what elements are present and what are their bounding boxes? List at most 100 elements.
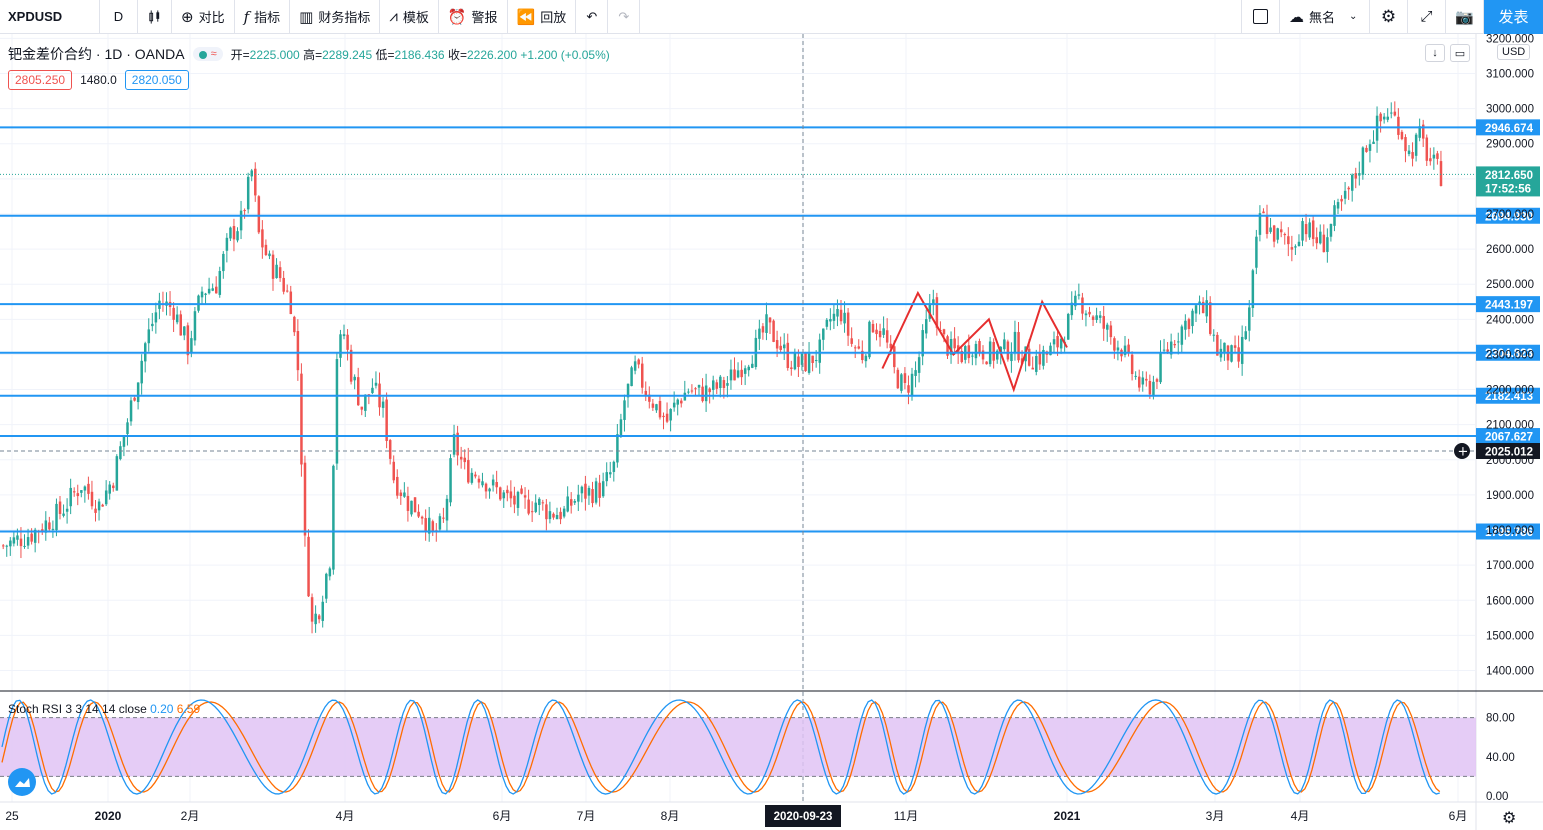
maximize-pane-button[interactable]: ▭ [1450, 44, 1470, 62]
candle-body [1038, 352, 1042, 365]
candle-body [122, 435, 126, 447]
sell-price-button[interactable]: 2805.250 [8, 70, 73, 90]
candle-body [871, 323, 875, 333]
candle-body [846, 312, 850, 336]
candle-body [527, 499, 530, 514]
candle-body [1258, 213, 1262, 235]
settings-button[interactable]: ⚙ [1370, 0, 1408, 34]
candle-body [445, 498, 449, 521]
scroll-down-button[interactable]: ↓ [1425, 44, 1445, 62]
layout-select-button[interactable] [1242, 0, 1280, 34]
chart-type-button[interactable] [138, 0, 172, 34]
candle-body [949, 338, 953, 355]
candle-body [1138, 376, 1141, 388]
fullscreen-button[interactable]: ⤢ [1408, 0, 1446, 34]
axis-settings-gear-icon[interactable]: ⚙ [1502, 810, 1517, 827]
undo-button[interactable]: ↶ [576, 0, 609, 34]
candle-body [676, 399, 679, 405]
symbol-search[interactable]: XPDUSD [0, 0, 100, 34]
candle-body [1315, 237, 1318, 244]
candle-body [761, 326, 765, 333]
time-axis-tick: 6月 [1449, 809, 1468, 823]
candle-body [151, 323, 154, 327]
candle-body [1191, 310, 1194, 327]
candle-body [1418, 126, 1421, 138]
candle-body [598, 482, 601, 498]
candle-body [584, 483, 587, 499]
candle-body [619, 419, 623, 436]
cloud-logo-icon [15, 778, 30, 787]
replay-button[interactable]: ⏪ 回放 [508, 0, 577, 34]
candle-body [424, 518, 427, 533]
redo-button[interactable]: ↷ [608, 0, 641, 34]
publish-button[interactable]: 发表 [1484, 0, 1543, 34]
candle-body [566, 496, 569, 512]
currency-label[interactable]: USD [1497, 44, 1531, 60]
interval-button[interactable]: D [100, 0, 138, 34]
candle-body [133, 397, 136, 401]
candle-body [680, 400, 683, 404]
candle-body [878, 330, 882, 338]
candle-body [1212, 334, 1216, 336]
candle-body [591, 489, 594, 504]
candle-body [1173, 344, 1176, 346]
buy-price-button[interactable]: 2820.050 [124, 70, 189, 90]
candle-body [73, 491, 76, 493]
tradingview-logo[interactable] [8, 768, 36, 796]
candle-body [1198, 301, 1201, 305]
candle-body [1088, 311, 1091, 315]
candle-body [1003, 339, 1006, 350]
candle-body [140, 360, 143, 384]
close-label: 收 [447, 47, 460, 62]
level-price-tag [1476, 523, 1540, 540]
candle-body [399, 492, 403, 497]
candle-body [818, 339, 821, 363]
candle-body [814, 360, 818, 362]
high-value: 2289.245 [322, 47, 373, 62]
candle-body [562, 508, 566, 517]
templates-button[interactable]: ⩘ 模板 [380, 0, 439, 34]
candle-body [1010, 353, 1013, 362]
candle-body [974, 343, 978, 359]
candle-body [523, 495, 527, 498]
price-axis-tick: 1600.000 [1486, 595, 1534, 607]
financials-button[interactable]: ▥ 财务指标 [290, 0, 381, 34]
candle-body [917, 357, 921, 373]
replay-label: 回放 [540, 10, 567, 25]
candle-body [1397, 116, 1400, 135]
alarm-clock-icon: ⏰ [447, 8, 467, 26]
candle-body [690, 390, 694, 392]
candle-body [300, 373, 303, 465]
candle-body [1184, 320, 1187, 330]
candle-body [339, 334, 342, 358]
candle-body [772, 320, 775, 342]
candle-body [293, 316, 296, 333]
indicators-button[interactable]: f 指标 [235, 0, 291, 34]
indicators-label: 指标 [254, 10, 281, 25]
candle-body [357, 377, 360, 406]
candle-body [26, 537, 30, 546]
market-status-pill[interactable]: ≈ [192, 47, 223, 61]
save-layout-button[interactable]: ☁ 無名 ⌄ [1280, 0, 1370, 34]
candle-body [996, 350, 999, 360]
candle-body [804, 353, 807, 372]
snapshot-button[interactable]: 📷 [1446, 0, 1484, 34]
candle-body [51, 528, 55, 530]
candle-body [978, 341, 981, 354]
level-price-label: 1795.786 [1485, 527, 1533, 539]
candle-body [907, 385, 910, 393]
candle-body [207, 288, 211, 294]
price-axis-tick: 2900.000 [1486, 139, 1534, 151]
candle-body [1102, 316, 1105, 329]
price-chart[interactable]: 2946.674 2694.930 2443.197 2304.823 2182.413… [0, 34, 1543, 830]
compare-button[interactable]: ⊕ 对比 [172, 0, 235, 34]
candle-body [44, 520, 48, 533]
candle-body [1074, 295, 1077, 307]
candle-body [211, 288, 214, 291]
candle-body [374, 382, 378, 386]
candle-body [1411, 152, 1414, 159]
alert-button[interactable]: ⏰ 警报 [439, 0, 508, 34]
candle-body [1042, 349, 1045, 366]
candle-body [516, 491, 520, 508]
candle-body [623, 400, 626, 420]
